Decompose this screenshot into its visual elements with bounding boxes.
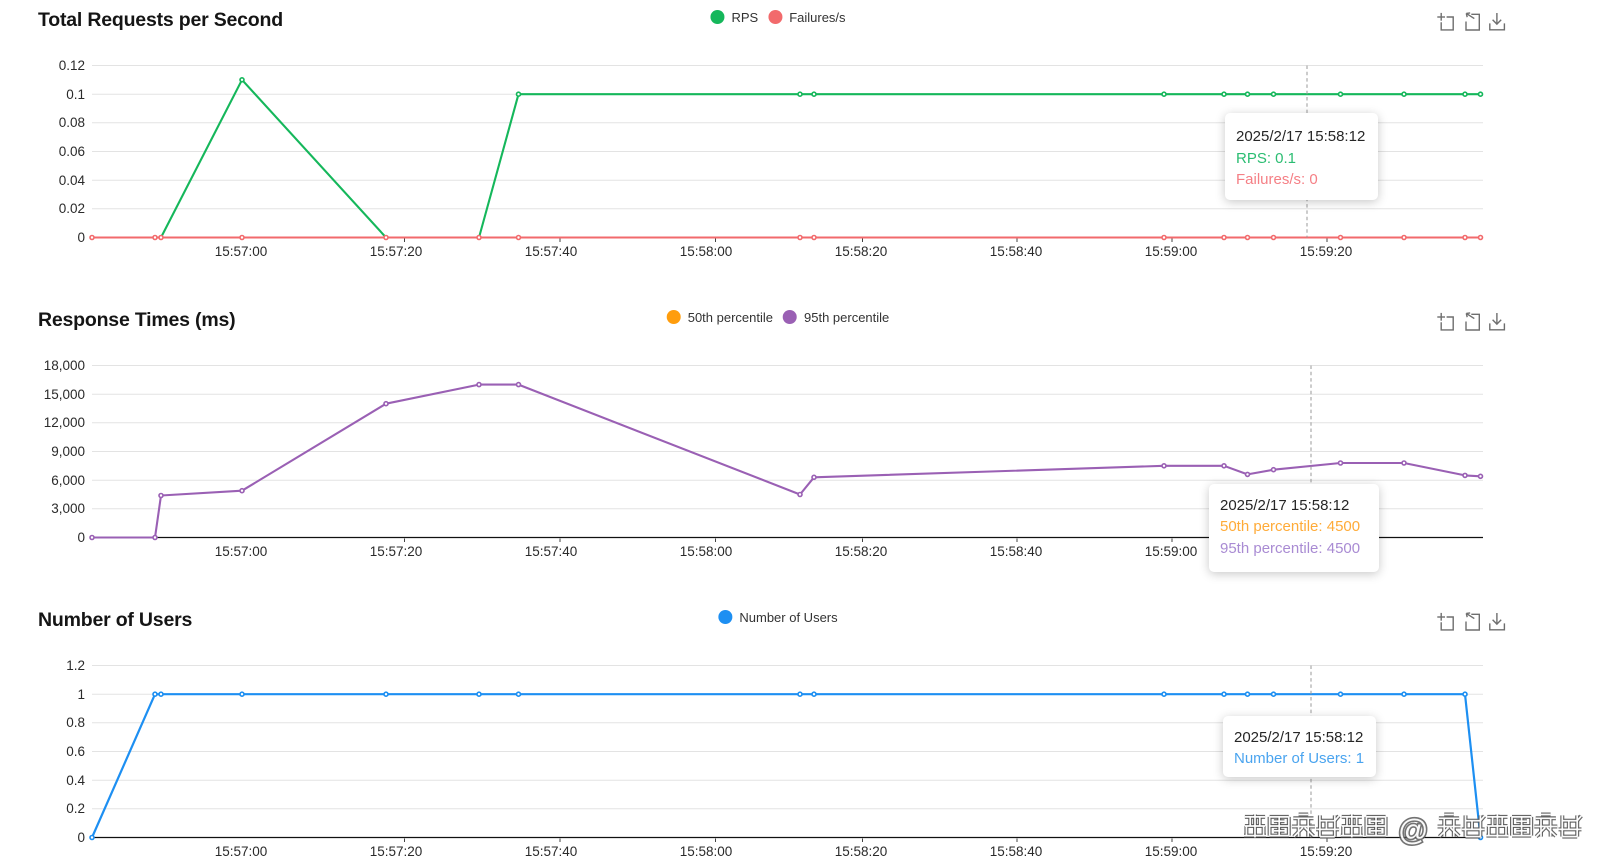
svg-text:@: @ xyxy=(1398,814,1428,847)
svg-text:@: @ xyxy=(1398,814,1428,847)
